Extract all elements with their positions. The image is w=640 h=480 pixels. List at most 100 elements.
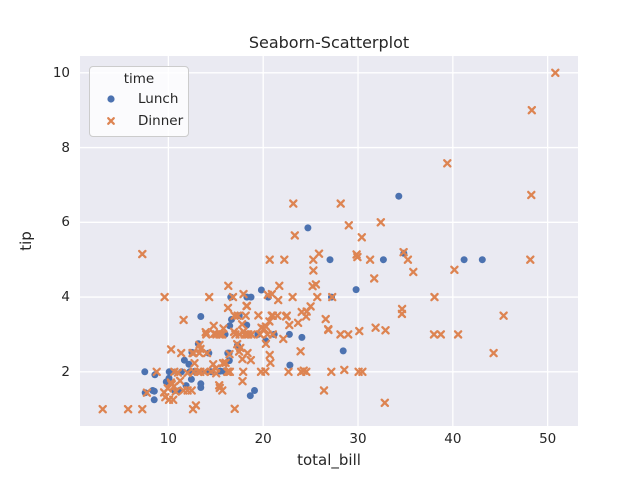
scatter-point	[233, 311, 242, 320]
scatter-point	[187, 386, 196, 395]
legend-item-dinner: Dinner	[90, 110, 188, 132]
scatter-point	[230, 404, 239, 414]
scatter-point	[323, 324, 333, 334]
scatter-point	[527, 105, 537, 115]
scatter-point	[149, 387, 157, 394]
x-tick-label: 30	[349, 431, 367, 447]
scatter-point	[308, 281, 317, 291]
scatter-point	[301, 312, 311, 321]
scatter-point	[193, 367, 203, 377]
scatter-point	[298, 333, 306, 341]
scatter-point	[221, 358, 230, 368]
scatter-point	[352, 286, 360, 294]
scatter-point	[326, 256, 334, 264]
scatter-point	[228, 292, 238, 302]
lunch-circle-marker-icon	[107, 95, 115, 103]
scatter-point	[395, 192, 403, 200]
scatter-point	[214, 381, 224, 390]
scatter-point	[285, 330, 293, 338]
scatter-point	[246, 392, 254, 400]
scatter-point	[197, 313, 205, 320]
scatter-point	[195, 348, 204, 358]
scatter-point	[286, 361, 294, 369]
scatter-point	[265, 350, 274, 360]
y-tick-label: 2	[61, 363, 70, 380]
scatter-point	[275, 281, 284, 291]
scatter-point	[254, 311, 263, 320]
legend-title: time	[123, 71, 155, 87]
scatter-point	[288, 292, 297, 302]
legend-label-dinner: Dinner	[138, 113, 184, 129]
scatter-point	[339, 347, 347, 355]
scatter-point	[265, 255, 274, 264]
scatter-point	[344, 221, 354, 230]
scatter-point	[166, 345, 176, 354]
scatter-point	[478, 256, 486, 264]
scatter-point	[319, 386, 329, 395]
scatter-point	[246, 355, 256, 365]
scatter-point	[141, 389, 149, 397]
scatter-point	[281, 312, 291, 321]
scatter-point	[261, 339, 271, 349]
x-tick-label: 20	[254, 431, 272, 447]
scatter-point	[200, 367, 209, 377]
scatter-point	[376, 218, 386, 227]
scatter-point	[171, 387, 180, 396]
scatter-point	[489, 348, 498, 358]
scatter-point	[436, 330, 446, 339]
x-tick-label: 50	[539, 431, 557, 447]
scatter-point	[380, 398, 390, 408]
scatter-point	[289, 199, 298, 208]
x-tick-label: 40	[444, 431, 462, 447]
scatter-point	[197, 384, 205, 391]
scatter-point	[290, 231, 300, 240]
scatter-point	[216, 330, 226, 339]
y-tick-label: 4	[61, 289, 70, 306]
scatter-point	[183, 368, 192, 378]
scatter-point	[327, 292, 337, 302]
scatter-point	[443, 159, 452, 168]
dinner-x-marker-icon	[107, 117, 115, 125]
scatter-point	[160, 292, 169, 302]
scatter-point	[189, 348, 198, 358]
scatter-point	[235, 330, 244, 339]
scatter-point	[190, 358, 199, 368]
chart-title: Seaborn-Scatterplot	[248, 33, 410, 52]
scatter-point	[371, 323, 380, 332]
scatter-point	[499, 311, 508, 320]
scatter-point	[379, 256, 387, 264]
scatter-point	[251, 387, 258, 394]
x-tick-label: 10	[159, 431, 177, 447]
scatter-point	[267, 311, 276, 320]
scatter-point	[296, 347, 305, 356]
scatter-point	[266, 358, 275, 368]
scatter-point	[343, 330, 353, 339]
scatter-point	[259, 324, 269, 334]
scatter-point	[306, 302, 315, 311]
scatter-point	[304, 224, 312, 232]
scatter-point	[313, 292, 322, 302]
legend-item-lunch: Lunch	[90, 88, 188, 110]
y-tick-label: 8	[61, 139, 70, 156]
scatter-point	[237, 320, 247, 329]
scatter-point	[340, 365, 349, 375]
scatter-point	[152, 367, 161, 377]
scatter-point	[355, 326, 364, 336]
scatter-point	[239, 289, 248, 299]
scatter-point	[202, 330, 211, 339]
scatter-point	[247, 293, 255, 301]
scatter-point	[327, 367, 336, 377]
scatter-point	[321, 314, 330, 324]
scatter-point	[257, 286, 265, 294]
scatter-point	[238, 376, 247, 386]
scatter-point	[296, 367, 306, 377]
legend-label-lunch: Lunch	[138, 91, 179, 107]
dinner-points	[98, 68, 560, 414]
scatter-point	[164, 395, 174, 405]
scatter-point	[551, 68, 560, 78]
scatter-point	[188, 404, 198, 414]
scatter-point	[206, 367, 216, 377]
scatter-point	[224, 281, 233, 291]
scatter-point	[409, 267, 418, 277]
scatter-point	[218, 386, 227, 395]
